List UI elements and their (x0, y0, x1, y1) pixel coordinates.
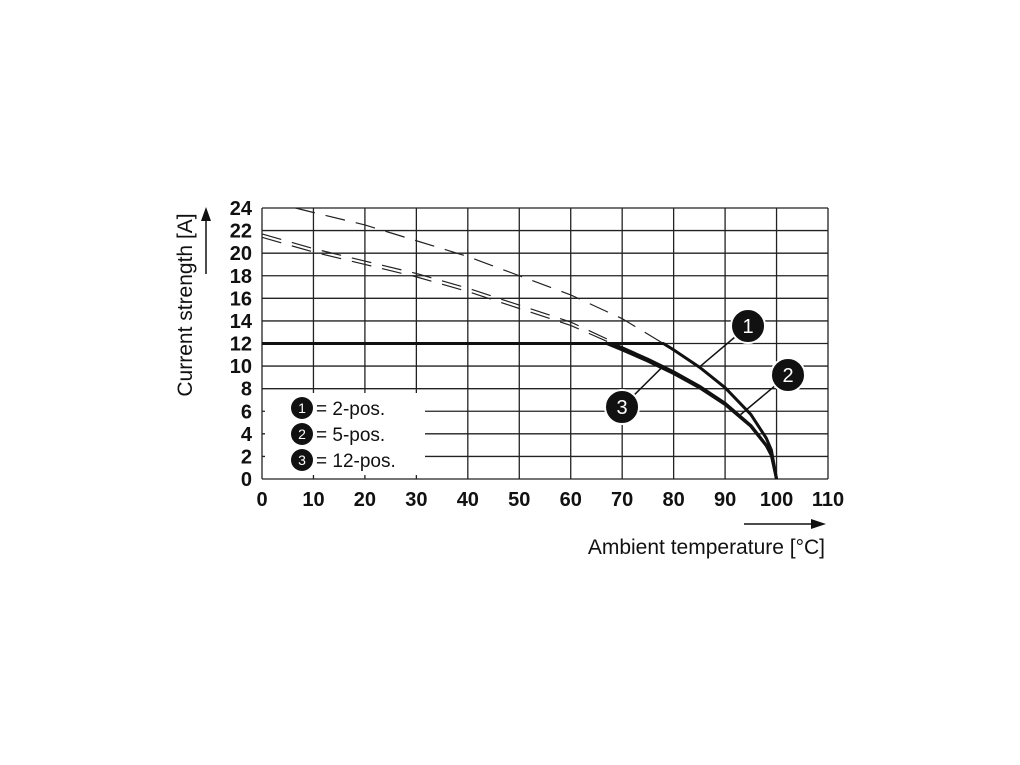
x-tick-label: 70 (611, 489, 633, 511)
legend-text: = 2-pos. (316, 399, 385, 420)
y-tick-label: 2 (241, 446, 252, 468)
derating-curve-1 (262, 342, 779, 480)
x-tick-label: 50 (508, 489, 530, 511)
callout-marker (770, 357, 806, 393)
legend-marker-label: 1 (298, 400, 306, 416)
y-tick-label: 24 (230, 198, 253, 220)
x-tick-label: 60 (560, 489, 582, 511)
callout-label: 3 (616, 397, 627, 419)
y-tick-label: 20 (230, 243, 252, 265)
callout-marker (730, 308, 766, 344)
legend-text: = 12-pos. (316, 451, 396, 472)
y-tick-label: 16 (230, 288, 252, 310)
y-tick-label: 14 (230, 311, 253, 333)
legend-text: = 5-pos. (316, 425, 385, 446)
legend-marker (291, 449, 313, 471)
y-tick-label: 0 (241, 469, 252, 491)
y-axis-label: Current strength [A] (174, 213, 197, 396)
y-tick-label: 12 (230, 334, 252, 356)
legend-marker (291, 397, 313, 419)
x-tick-label: 40 (457, 489, 479, 511)
grid (261, 207, 829, 480)
curves (261, 207, 779, 480)
y-tick-label: 10 (230, 356, 252, 378)
dashed-curve-2 (261, 233, 613, 342)
tick-labels: 0 10 20 30 40 50 60 70 80 90 100 110024681012141618… (230, 198, 844, 511)
x-tick-label: 20 (354, 489, 376, 511)
x-axis-arrow (744, 519, 826, 529)
x-tick-label: 0 (256, 489, 267, 511)
y-axis-arrow (201, 207, 211, 274)
legend-marker-label: 3 (298, 452, 306, 468)
callout-label: 2 (782, 365, 793, 387)
legend: 1 = 2-pos. 2 = 5-pos. 3 = 12-pos. (265, 393, 425, 475)
x-tick-label: 100 (760, 489, 793, 511)
callout-label: 1 (742, 316, 753, 338)
y-tick-label: 22 (230, 221, 252, 243)
x-tick-label: 30 (405, 489, 427, 511)
x-tick-label: 90 (714, 489, 736, 511)
y-tick-label: 4 (241, 424, 253, 446)
legend-marker-label: 2 (298, 426, 306, 442)
callouts: 1 2 3 (604, 308, 806, 425)
derating-curve-3 (262, 342, 779, 480)
legend-marker (291, 423, 313, 445)
dashed-curve-3 (261, 236, 613, 345)
x-tick-label: 80 (663, 489, 685, 511)
dashed-curve-1 (295, 207, 664, 345)
y-tick-label: 8 (241, 379, 252, 401)
y-tick-label: 6 (241, 401, 252, 423)
callout-marker (604, 389, 640, 425)
x-tick-label: 110 (812, 489, 844, 511)
x-axis-label: Ambient temperature [°C] (588, 536, 825, 559)
y-tick-label: 18 (230, 266, 252, 288)
x-tick-label: 10 (302, 489, 324, 511)
